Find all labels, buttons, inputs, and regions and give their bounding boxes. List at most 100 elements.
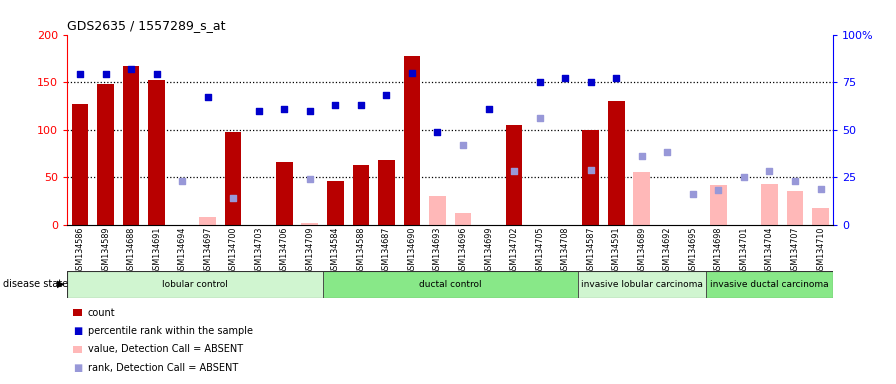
Text: GSM134709: GSM134709 — [306, 227, 314, 275]
Text: GSM134708: GSM134708 — [561, 227, 570, 275]
Bar — [607, 101, 625, 225]
Text: GSM134695: GSM134695 — [688, 227, 697, 275]
Text: GSM134589: GSM134589 — [101, 227, 110, 275]
Text: invasive ductal carcinoma: invasive ductal carcinoma — [711, 280, 829, 289]
Text: rank, Detection Call = ABSENT: rank, Detection Call = ABSENT — [88, 363, 238, 373]
Point — [814, 185, 828, 192]
Bar — [323, 271, 578, 298]
Point — [456, 142, 470, 148]
Text: GSM134689: GSM134689 — [637, 227, 646, 275]
Text: ▶: ▶ — [57, 279, 65, 289]
Point — [124, 66, 138, 72]
Point — [634, 153, 649, 159]
Text: GSM134588: GSM134588 — [357, 227, 366, 275]
Point — [252, 108, 266, 114]
Bar — [72, 104, 89, 225]
Point — [711, 187, 726, 194]
Text: GSM134703: GSM134703 — [254, 227, 263, 275]
Point — [532, 115, 547, 121]
Bar — [327, 181, 344, 225]
Bar — [225, 131, 242, 225]
Text: GSM134688: GSM134688 — [126, 227, 135, 275]
Point — [73, 71, 87, 78]
Point — [558, 75, 573, 81]
Bar — [123, 66, 140, 225]
Text: GSM134691: GSM134691 — [152, 227, 161, 275]
Point — [303, 176, 317, 182]
Text: GSM134586: GSM134586 — [75, 227, 84, 275]
Point — [737, 174, 751, 180]
Text: GSM134700: GSM134700 — [228, 227, 237, 275]
Bar — [505, 125, 522, 225]
Text: ■: ■ — [73, 363, 82, 373]
Text: lobular control: lobular control — [162, 280, 228, 289]
Point — [609, 75, 624, 81]
Bar — [199, 217, 216, 225]
Point — [481, 106, 495, 112]
Text: GSM134697: GSM134697 — [203, 227, 212, 275]
Point — [583, 79, 598, 85]
Point — [201, 94, 215, 100]
Bar — [97, 84, 114, 225]
Point — [379, 92, 393, 98]
Text: GSM134584: GSM134584 — [331, 227, 340, 275]
Point — [788, 178, 802, 184]
Point — [150, 71, 164, 78]
Text: count: count — [88, 308, 116, 318]
Bar — [301, 223, 318, 225]
Point — [226, 195, 240, 201]
Text: value, Detection Call = ABSENT: value, Detection Call = ABSENT — [88, 344, 243, 354]
Point — [660, 149, 675, 156]
Text: GSM134687: GSM134687 — [382, 227, 391, 275]
Text: GSM134698: GSM134698 — [714, 227, 723, 275]
Text: GSM134701: GSM134701 — [739, 227, 748, 275]
Bar — [633, 172, 650, 225]
Point — [762, 168, 777, 174]
Text: invasive lobular carcinoma: invasive lobular carcinoma — [581, 280, 702, 289]
Point — [328, 102, 342, 108]
Text: GSM134704: GSM134704 — [765, 227, 774, 275]
Bar — [352, 165, 369, 225]
Text: ■: ■ — [73, 326, 82, 336]
Text: GSM134694: GSM134694 — [177, 227, 186, 275]
Point — [277, 106, 291, 112]
Text: ductal control: ductal control — [419, 280, 481, 289]
Bar — [148, 80, 165, 225]
Text: GSM134707: GSM134707 — [790, 227, 799, 275]
Text: GSM134699: GSM134699 — [484, 227, 493, 275]
Text: GSM134702: GSM134702 — [510, 227, 519, 275]
Point — [405, 70, 419, 76]
Point — [507, 168, 521, 174]
Point — [532, 79, 547, 85]
Bar — [761, 184, 778, 225]
Text: GDS2635 / 1557289_s_at: GDS2635 / 1557289_s_at — [67, 19, 226, 32]
Text: GSM134692: GSM134692 — [663, 227, 672, 275]
Bar — [429, 196, 446, 225]
Bar — [578, 271, 706, 298]
Point — [430, 128, 444, 134]
Text: GSM134696: GSM134696 — [459, 227, 468, 275]
Bar — [276, 162, 293, 225]
Text: GSM134706: GSM134706 — [280, 227, 289, 275]
Text: GSM134693: GSM134693 — [433, 227, 442, 275]
Text: GSM134591: GSM134591 — [612, 227, 621, 275]
Bar — [710, 185, 727, 225]
Bar — [378, 160, 395, 225]
Point — [303, 108, 317, 114]
Text: GSM134710: GSM134710 — [816, 227, 825, 275]
Bar — [582, 130, 599, 225]
Text: GSM134705: GSM134705 — [535, 227, 544, 275]
Bar — [454, 213, 471, 225]
Text: percentile rank within the sample: percentile rank within the sample — [88, 326, 253, 336]
Point — [175, 178, 189, 184]
Bar — [403, 56, 420, 225]
Point — [354, 102, 368, 108]
Bar — [706, 271, 833, 298]
Text: GSM134587: GSM134587 — [586, 227, 595, 275]
Point — [99, 71, 113, 78]
Bar — [812, 207, 829, 225]
Point — [583, 166, 598, 172]
Bar — [67, 271, 323, 298]
Text: disease state: disease state — [3, 279, 68, 289]
Bar — [787, 191, 804, 225]
